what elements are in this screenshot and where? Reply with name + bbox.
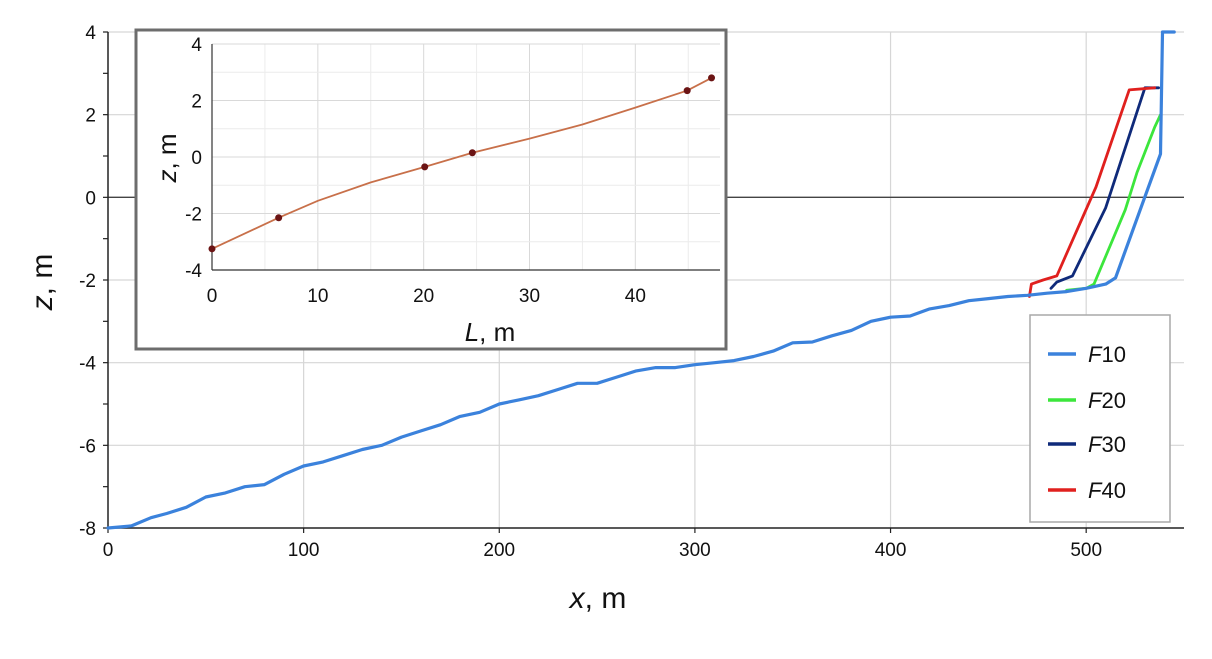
y-tick-label: -8 bbox=[79, 519, 96, 540]
inset-y-tick-label: 0 bbox=[191, 148, 202, 169]
legend-box bbox=[1029, 314, 1171, 523]
inset-data-point bbox=[708, 74, 716, 82]
x-tick-label: 200 bbox=[483, 540, 515, 561]
inset-data-point bbox=[275, 214, 283, 222]
legend-entry-f20: F20 bbox=[1048, 388, 1126, 413]
legend: F10 F20 F30 F40 bbox=[1029, 314, 1171, 523]
x-tick-label: 0 bbox=[103, 540, 114, 561]
inset-x-tick-label: 20 bbox=[413, 286, 434, 307]
y-tick-label: 0 bbox=[85, 188, 96, 209]
inset-y-tick-label: 2 bbox=[191, 92, 202, 113]
series-line-f40 bbox=[1028, 86, 1157, 298]
y-tick-label: -4 bbox=[79, 354, 96, 375]
inset-data-point bbox=[683, 87, 691, 95]
inset-x-tick-label: 10 bbox=[307, 286, 328, 307]
inset-data-point bbox=[421, 163, 429, 171]
inset-frame bbox=[134, 28, 728, 351]
series-line-f20 bbox=[1065, 113, 1162, 292]
inset-x-axis-label: L, m bbox=[465, 317, 516, 347]
legend-entry-f40: F40 bbox=[1048, 478, 1126, 503]
inset-chart: 0 10 20 30 40 -4 -2 0 2 4 L, m z, m bbox=[134, 28, 728, 351]
legend-label: F40 bbox=[1088, 478, 1126, 503]
inset-data-point bbox=[208, 245, 216, 253]
x-axis-label: x, m bbox=[568, 582, 627, 615]
y-axis-label: z, m bbox=[26, 254, 59, 312]
inset-axes bbox=[211, 44, 720, 271]
x-tick-label: 500 bbox=[1070, 540, 1102, 561]
inset-y-axis-label: z, m bbox=[152, 133, 182, 183]
inset-tick-labels: 0 10 20 30 40 -4 -2 0 2 4 bbox=[185, 35, 646, 307]
legend-entry-f10: F10 bbox=[1048, 342, 1126, 367]
y-tick-label: 2 bbox=[85, 106, 96, 127]
y-tick-label: -2 bbox=[79, 271, 96, 292]
legend-label: F30 bbox=[1088, 432, 1126, 457]
y-tick-label: 4 bbox=[85, 23, 96, 44]
inset-x-tick-label: 40 bbox=[625, 286, 646, 307]
inset-series bbox=[208, 74, 716, 253]
inset-y-tick-label: -4 bbox=[185, 261, 202, 282]
x-tick-label: 300 bbox=[679, 540, 711, 561]
inset-x-tick-label: 30 bbox=[519, 286, 540, 307]
inset-y-tick-label: 4 bbox=[191, 35, 202, 56]
legend-label: F20 bbox=[1088, 388, 1126, 413]
legend-label: F10 bbox=[1088, 342, 1126, 367]
x-tick-label: 100 bbox=[288, 540, 320, 561]
inset-y-tick-label: -2 bbox=[185, 205, 202, 226]
main-series bbox=[106, 30, 1176, 530]
inset-data-point bbox=[468, 149, 476, 157]
y-tick-label: -6 bbox=[79, 436, 96, 457]
legend-entry-f30: F30 bbox=[1048, 432, 1126, 457]
inset-x-tick-label: 0 bbox=[207, 286, 218, 307]
x-tick-label: 400 bbox=[875, 540, 907, 561]
series-line-f10 bbox=[106, 30, 1176, 530]
